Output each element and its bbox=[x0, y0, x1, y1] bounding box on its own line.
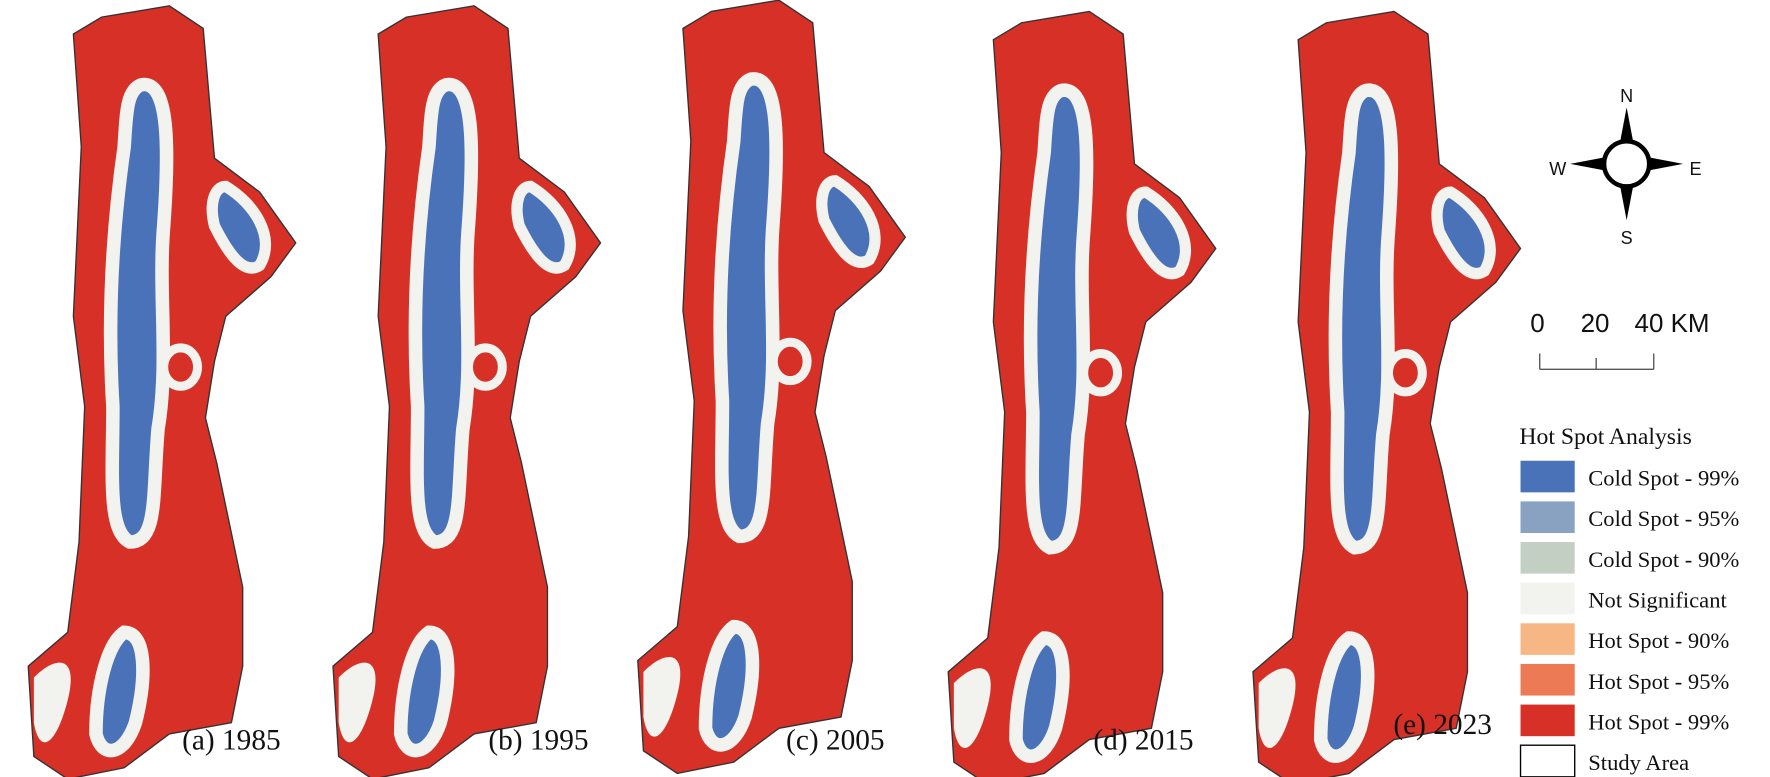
panel-label: (a) 1985 bbox=[182, 725, 281, 757]
compass-label: W bbox=[1549, 159, 1566, 179]
legend-swatch bbox=[1520, 501, 1575, 533]
legend-swatch bbox=[1519, 744, 1576, 777]
compass-label: E bbox=[1689, 159, 1701, 179]
map-panel bbox=[948, 11, 1216, 777]
legend-label: Cold Spot - 90% bbox=[1588, 547, 1739, 572]
legend-label: Not Significant bbox=[1588, 587, 1727, 612]
legend-label: Cold Spot - 99% bbox=[1588, 466, 1739, 491]
legend-swatch bbox=[1520, 704, 1575, 737]
scale-label: 0 bbox=[1530, 308, 1544, 338]
legend-swatch bbox=[1520, 460, 1575, 493]
legend-label: Hot Spot - 95% bbox=[1588, 669, 1729, 694]
panel-label: (b) 1995 bbox=[488, 725, 588, 757]
scale-bar bbox=[1539, 353, 1655, 370]
legend-label: Study Area bbox=[1588, 750, 1689, 775]
panel-label: (e) 2023 bbox=[1393, 709, 1492, 741]
map-panel bbox=[333, 6, 601, 777]
legend-label: Cold Spot - 95% bbox=[1588, 506, 1739, 531]
legend-swatch bbox=[1520, 582, 1575, 615]
legend: Cold Spot - 99% Cold Spot - 95% Cold Spot … bbox=[1519, 460, 1740, 777]
legend-swatch bbox=[1520, 542, 1575, 574]
compass bbox=[1570, 107, 1684, 221]
compass-label: N bbox=[1620, 86, 1633, 106]
legend-swatch bbox=[1520, 623, 1575, 655]
panel-label: (c) 2005 bbox=[786, 725, 885, 757]
map-panel bbox=[1253, 11, 1521, 777]
scale-label: 40 KM bbox=[1635, 308, 1710, 338]
legend-label: Hot Spot - 99% bbox=[1588, 709, 1729, 734]
map-panel bbox=[28, 6, 296, 777]
legend-label: Hot Spot - 90% bbox=[1588, 628, 1729, 653]
compass-label: S bbox=[1621, 228, 1633, 248]
map-panel bbox=[638, 0, 906, 773]
panel-label: (d) 2015 bbox=[1093, 725, 1193, 757]
legend-swatch bbox=[1520, 663, 1575, 696]
legend-title: Hot Spot Analysis bbox=[1519, 424, 1691, 450]
scale-label: 20 bbox=[1581, 308, 1610, 338]
